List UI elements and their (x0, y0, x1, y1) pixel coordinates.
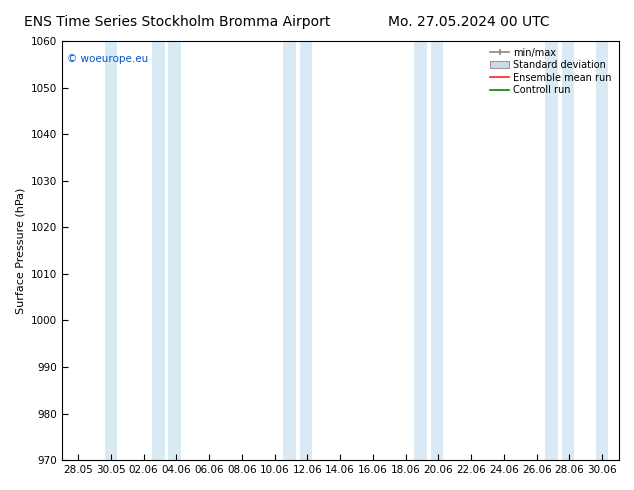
Bar (105, 41, 117, 460)
Bar (169, 41, 181, 460)
Bar (596, 41, 609, 460)
Text: Mo. 27.05.2024 00 UTC: Mo. 27.05.2024 00 UTC (389, 15, 550, 29)
Bar (430, 41, 443, 460)
Bar (414, 41, 427, 460)
Title: ENS Time Series Stockholm Bromma Airport    Mo. 27.05.2024 00 UTC: ENS Time Series Stockholm Bromma Airport… (0, 489, 1, 490)
Bar (299, 41, 312, 460)
Bar (562, 41, 574, 460)
Bar (283, 41, 295, 460)
Bar (152, 41, 165, 460)
Bar (545, 41, 558, 460)
Y-axis label: Surface Pressure (hPa): Surface Pressure (hPa) (15, 187, 25, 314)
Legend: min/max, Standard deviation, Ensemble mean run, Controll run: min/max, Standard deviation, Ensemble me… (488, 46, 614, 97)
Text: © woeurope.eu: © woeurope.eu (67, 53, 148, 64)
Text: ENS Time Series Stockholm Bromma Airport: ENS Time Series Stockholm Bromma Airport (24, 15, 331, 29)
